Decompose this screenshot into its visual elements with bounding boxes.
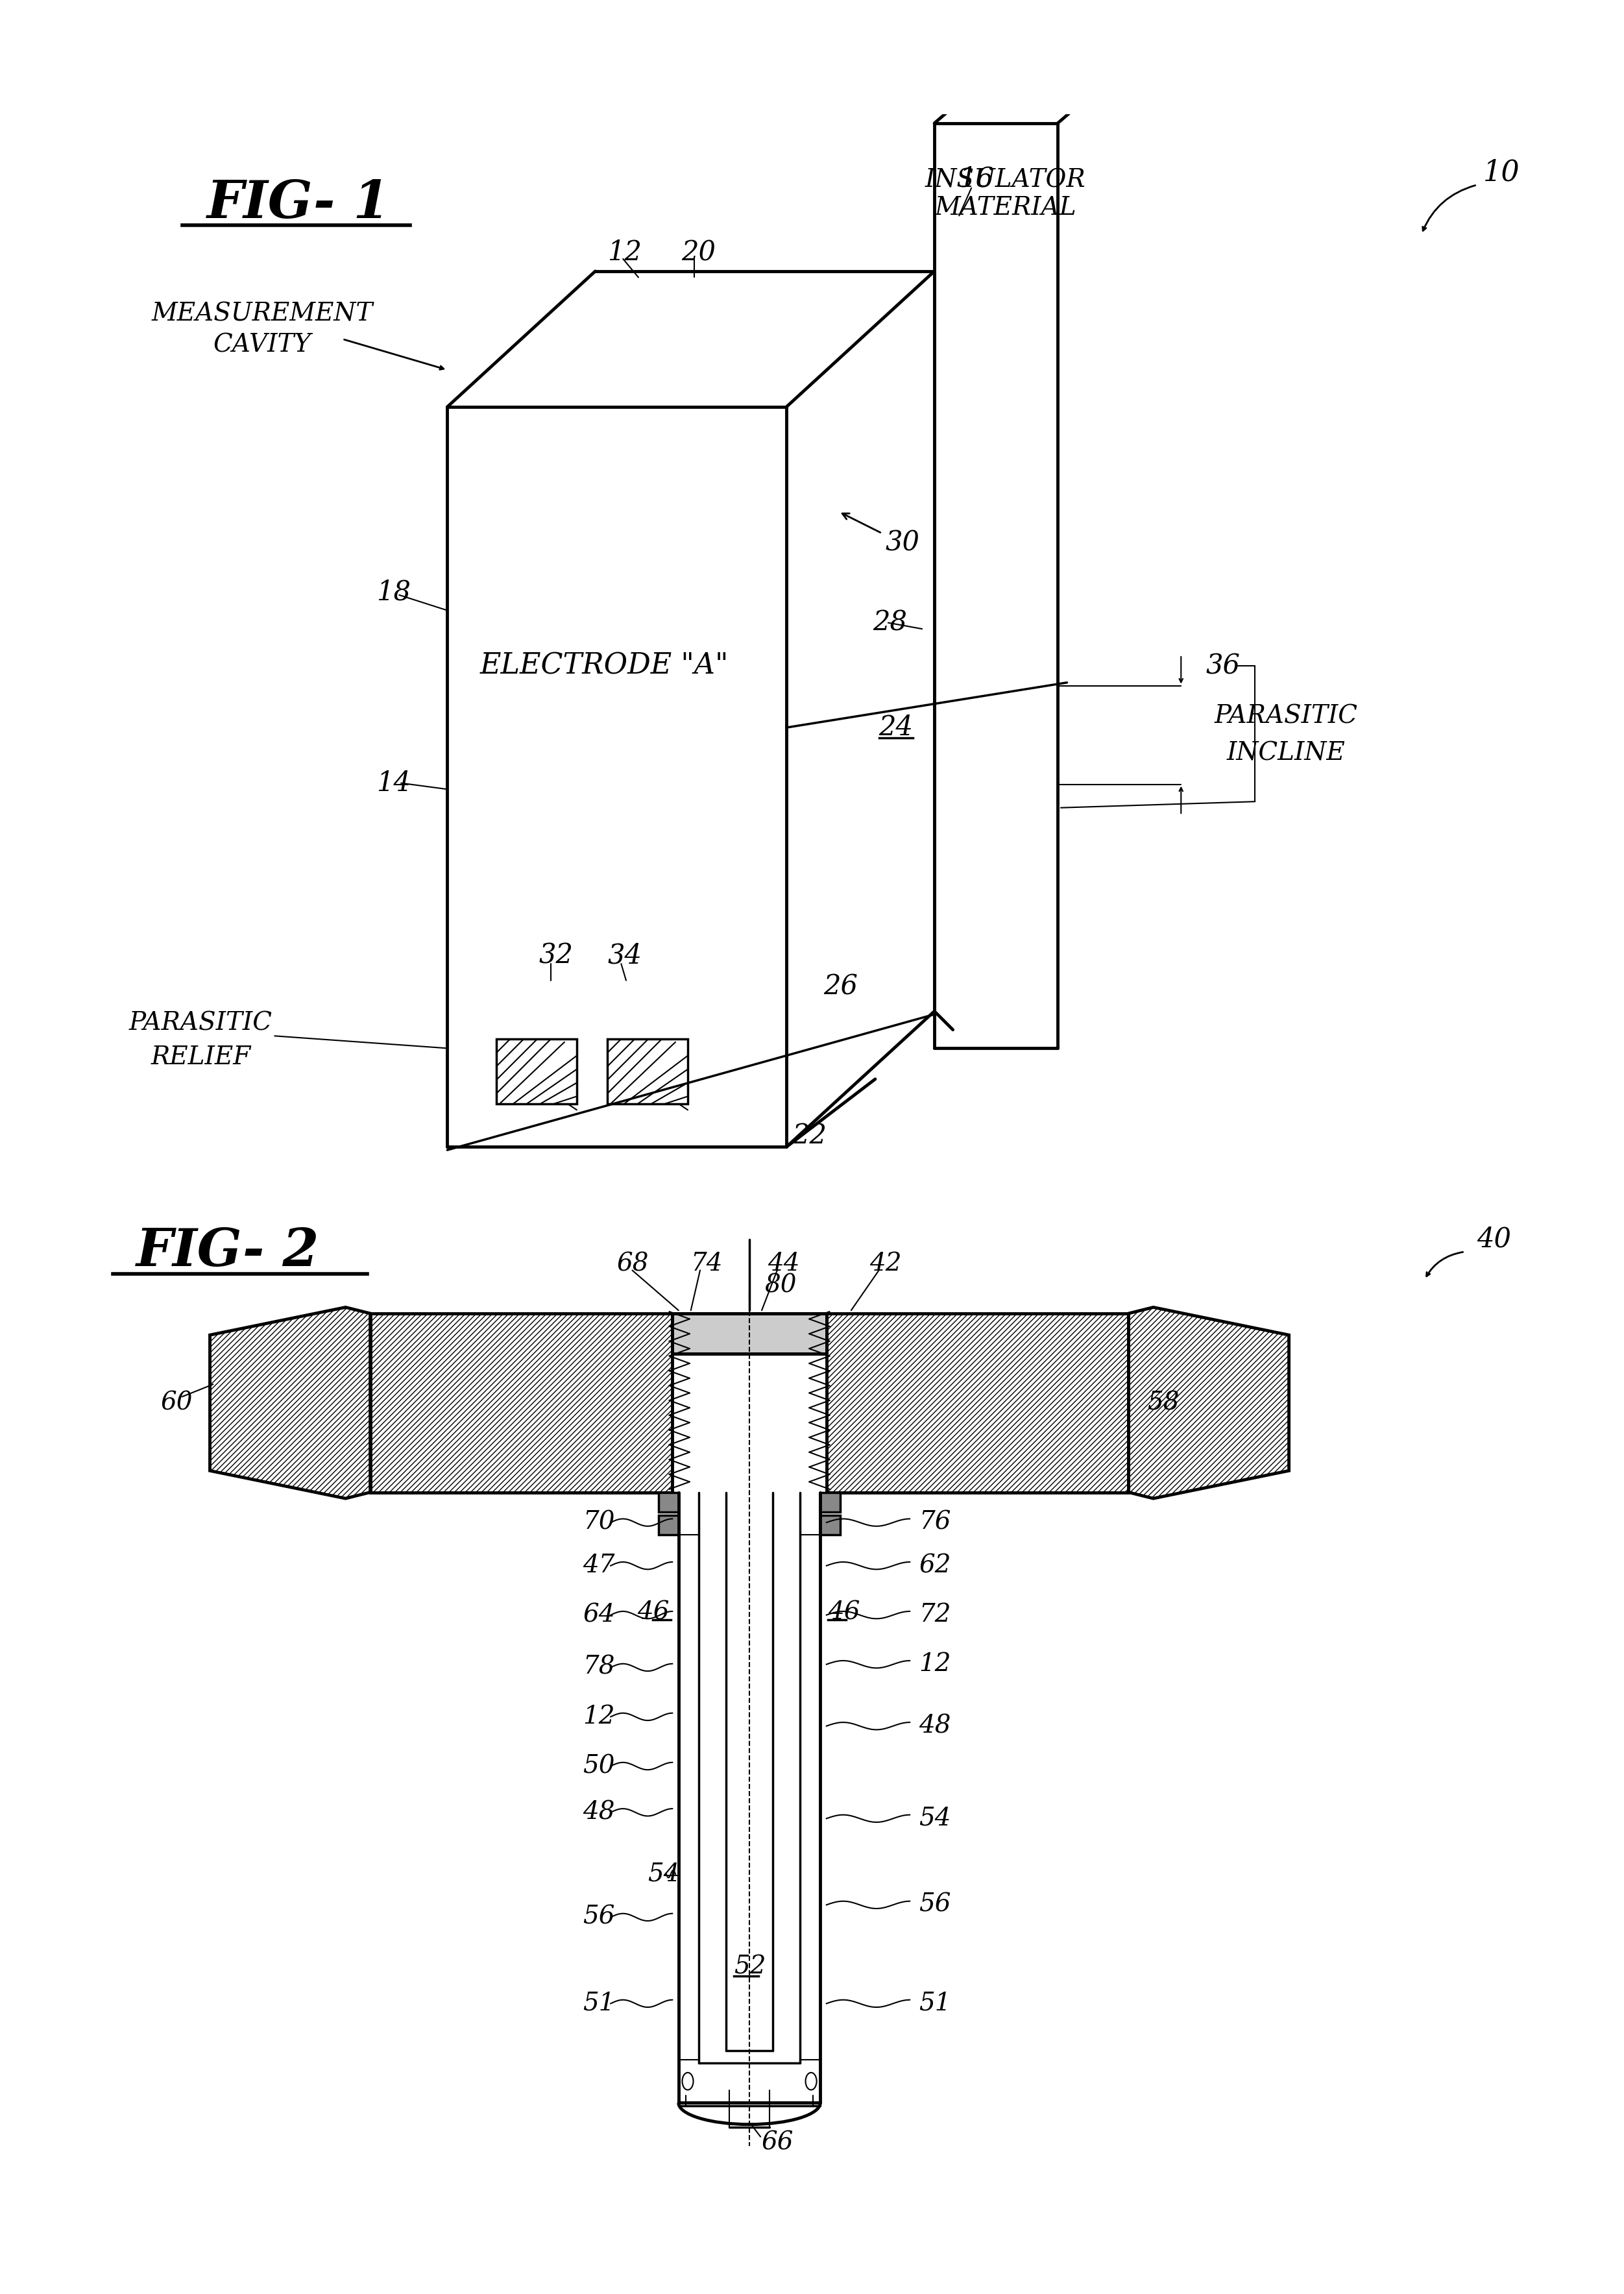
Text: FIG- 2: FIG- 2 xyxy=(136,1227,318,1278)
Text: 26: 26 xyxy=(823,973,857,1000)
Text: 70: 70 xyxy=(583,1509,615,1535)
Bar xyxy=(607,1039,687,1103)
Text: 66: 66 xyxy=(762,2131,794,2154)
Text: 20: 20 xyxy=(682,239,716,266)
Bar xyxy=(820,1493,840,1512)
Text: 51: 51 xyxy=(583,1991,615,2016)
Text: RELIEF: RELIEF xyxy=(151,1046,250,1069)
Text: 64: 64 xyxy=(583,1604,615,1626)
Text: 54: 54 xyxy=(648,1863,680,1886)
Text: 40: 40 xyxy=(1476,1225,1512,1253)
Bar xyxy=(370,1314,672,1493)
Text: 51: 51 xyxy=(919,1991,952,2016)
Text: 76: 76 xyxy=(919,1509,952,1535)
Text: 62: 62 xyxy=(919,1553,952,1578)
Text: FIG- 1: FIG- 1 xyxy=(206,179,390,229)
Text: ELECTRODE "B": ELECTRODE "B" xyxy=(1009,0,1257,5)
Text: 36: 36 xyxy=(1205,651,1241,679)
Text: 60: 60 xyxy=(161,1390,193,1415)
Text: 10: 10 xyxy=(1483,158,1520,186)
Text: 34: 34 xyxy=(607,943,641,970)
Bar xyxy=(827,1314,1129,1493)
Text: 12: 12 xyxy=(607,239,641,266)
Text: 50: 50 xyxy=(583,1755,615,1778)
Text: 28: 28 xyxy=(872,610,908,635)
Text: 46: 46 xyxy=(637,1601,669,1624)
Text: PARASITIC: PARASITIC xyxy=(1215,704,1358,729)
Text: 56: 56 xyxy=(919,1893,952,1918)
Text: 12: 12 xyxy=(583,1704,615,1730)
Text: 32: 32 xyxy=(539,943,573,970)
Text: 58: 58 xyxy=(1147,1390,1179,1415)
Text: 14: 14 xyxy=(377,768,411,796)
Text: 22: 22 xyxy=(793,1122,827,1149)
Text: INSULATOR: INSULATOR xyxy=(926,167,1085,193)
Text: 80: 80 xyxy=(765,1273,797,1298)
Text: 46: 46 xyxy=(828,1601,859,1624)
Text: 72: 72 xyxy=(919,1604,952,1626)
Ellipse shape xyxy=(806,2071,817,2090)
Text: 48: 48 xyxy=(919,1714,952,1739)
Text: CAVITY: CAVITY xyxy=(213,333,312,358)
Text: 74: 74 xyxy=(690,1253,723,1275)
Text: ELECTRODE "A": ELECTRODE "A" xyxy=(481,651,729,679)
Bar xyxy=(497,1039,577,1103)
Text: MATERIAL: MATERIAL xyxy=(934,197,1077,220)
Text: 56: 56 xyxy=(583,1906,615,1929)
Bar xyxy=(370,1314,672,1493)
Text: 30: 30 xyxy=(885,530,919,555)
Text: INCLINE: INCLINE xyxy=(1226,741,1345,766)
Ellipse shape xyxy=(682,2071,693,2090)
Text: MEASUREMENT: MEASUREMENT xyxy=(151,303,374,326)
Text: 24: 24 xyxy=(879,713,913,741)
Text: 68: 68 xyxy=(617,1253,650,1275)
Text: 47: 47 xyxy=(583,1553,615,1578)
Polygon shape xyxy=(209,1308,370,1498)
Bar xyxy=(672,1314,827,1353)
Text: 42: 42 xyxy=(869,1253,901,1275)
Text: 12: 12 xyxy=(919,1652,952,1677)
Bar xyxy=(659,1514,679,1535)
Text: 44: 44 xyxy=(768,1253,801,1275)
Bar xyxy=(659,1493,679,1512)
Polygon shape xyxy=(1129,1308,1289,1498)
Bar xyxy=(820,1514,840,1535)
Text: 78: 78 xyxy=(583,1656,615,1679)
Text: 48: 48 xyxy=(583,1801,615,1824)
Text: 18: 18 xyxy=(377,578,411,606)
Text: 54: 54 xyxy=(919,1805,952,1831)
Text: 16: 16 xyxy=(960,165,994,193)
Bar xyxy=(827,1314,1129,1493)
Text: PARASITIC: PARASITIC xyxy=(128,1012,273,1035)
Text: 52: 52 xyxy=(734,1954,767,1980)
